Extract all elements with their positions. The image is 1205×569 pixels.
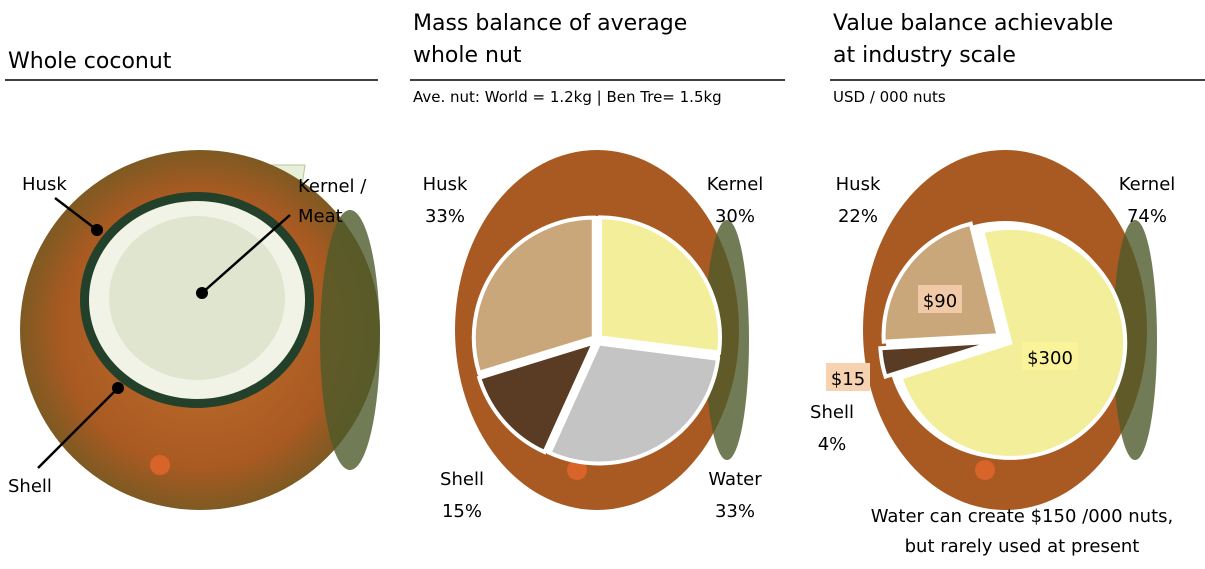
- slice-percent: 33%: [425, 206, 465, 227]
- pie-slice: [471, 215, 596, 376]
- panel-title: Whole coconut: [8, 49, 172, 74]
- slice-category: Kernel: [1119, 174, 1176, 195]
- slice-category: Kernel: [707, 174, 764, 195]
- amount-box: [1022, 342, 1078, 370]
- amount-label: $300: [1027, 348, 1073, 369]
- part-label: Shell: [8, 476, 52, 497]
- slice-category: Shell: [440, 469, 484, 490]
- slice-percent: 74%: [1127, 206, 1167, 227]
- coconut-base: [567, 460, 587, 480]
- chart-title: Mass balance of average: [413, 11, 687, 36]
- slice-percent: 30%: [715, 206, 755, 227]
- slice-percent: 33%: [715, 501, 755, 522]
- chart-title: Value balance achievable: [833, 11, 1113, 36]
- amount-label: $15: [831, 369, 865, 390]
- annotation: but rarely used at present: [905, 536, 1140, 557]
- pie-slice: [898, 225, 1128, 460]
- pie-slice: [878, 339, 996, 380]
- slice-percent: 4%: [818, 434, 847, 455]
- annotation: Water can create $150 /000 nuts,: [871, 506, 1174, 527]
- slice-category: Husk: [836, 174, 881, 195]
- pie-slice: [546, 341, 721, 466]
- chart-title: whole nut: [413, 43, 522, 68]
- pie-slice: [476, 339, 598, 455]
- part-label: Husk: [22, 174, 67, 195]
- coconut-illustration: [20, 150, 380, 510]
- pie-slice: [881, 221, 1002, 344]
- slice-percent: 15%: [442, 501, 482, 522]
- chart-title: at industry scale: [833, 43, 1016, 68]
- coconut-side: [1113, 220, 1157, 460]
- coconut-side: [705, 220, 749, 460]
- slice-percent: 22%: [838, 206, 878, 227]
- part-label: Meat: [298, 206, 343, 227]
- slice-category: Husk: [423, 174, 468, 195]
- amount-label: $90: [923, 291, 957, 312]
- part-label: Kernel /: [298, 176, 367, 197]
- amount-box: [918, 285, 962, 313]
- amount-box: [826, 363, 870, 391]
- leader-lines: [37, 197, 291, 469]
- slice-category: Water: [708, 469, 762, 490]
- pie-slice: [598, 215, 722, 355]
- coconut-base: [975, 460, 995, 480]
- leader-dots: [91, 224, 208, 394]
- slice-category: Shell: [810, 402, 854, 423]
- chart-subtitle: Ave. nut: World = 1.2kg | Ben Tre= 1.5kg: [413, 88, 722, 106]
- chart-subtitle: USD / 000 nuts: [833, 88, 946, 106]
